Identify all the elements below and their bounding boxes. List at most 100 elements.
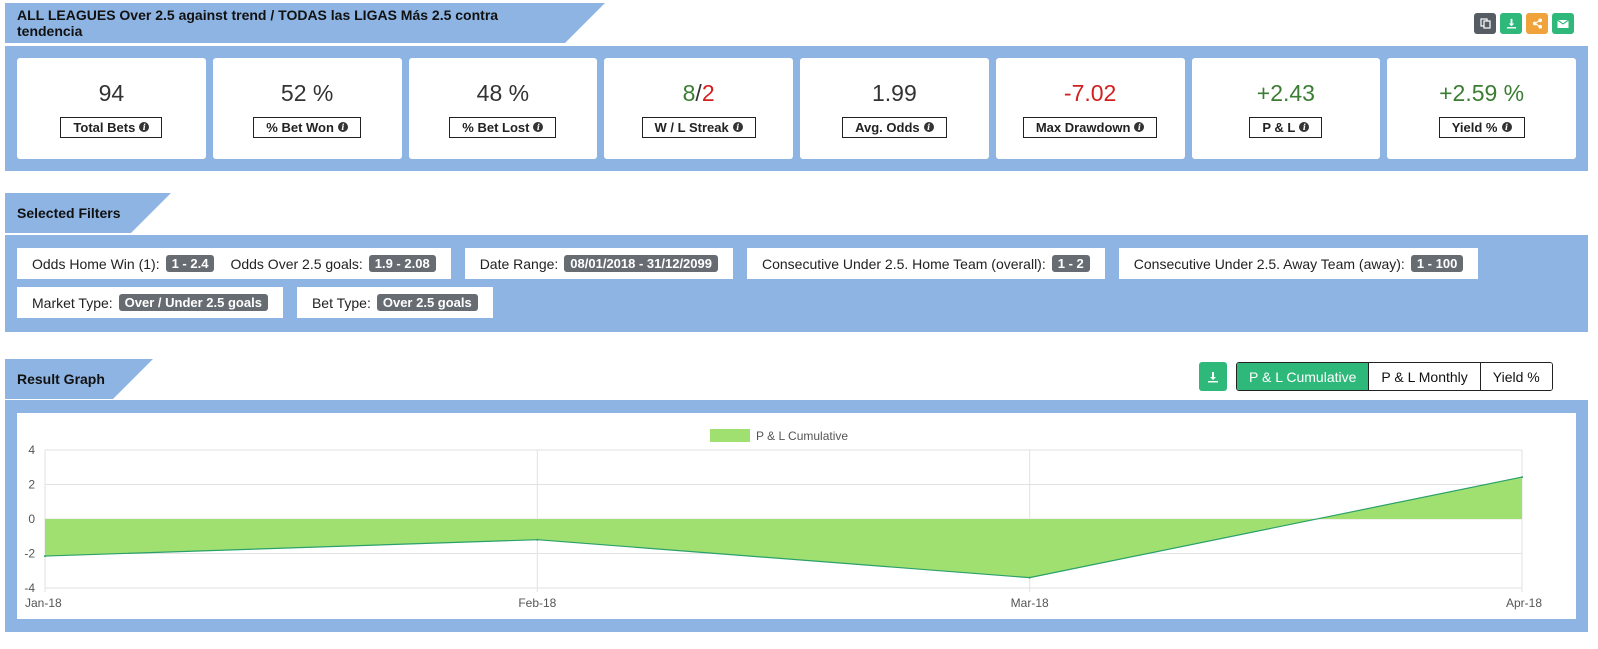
info-icon: i xyxy=(1134,122,1145,132)
filter-label: Market Type: xyxy=(32,294,113,311)
filter-label: Odds Over 2.5 goals: xyxy=(230,255,363,272)
stat-card: 1.99 Avg. Odds i xyxy=(800,58,989,159)
info-icon: i xyxy=(337,122,348,132)
stat-value: 94 xyxy=(98,79,125,106)
stat-label[interactable]: Max Drawdown i xyxy=(1022,116,1158,138)
filter-bet-type: Bet Type: Over 2.5 goals xyxy=(296,287,493,318)
download-icon xyxy=(1506,18,1517,29)
y-tick-label: -4 xyxy=(24,581,35,595)
stats-panel: 94 Total Bets i 52 %% Bet Won i 48 %% Bet Los… xyxy=(5,46,1588,171)
graph-controls: P & L Cumulative P & L Monthly Yield % xyxy=(1199,362,1553,391)
x-tick-label: Mar-18 xyxy=(1011,596,1049,610)
filter-odds: Odds Home Win (1): 1 - 2.4 Odds Over 2.5… xyxy=(17,248,451,279)
copy-button[interactable] xyxy=(1474,13,1496,34)
filter-label: Bet Type: xyxy=(311,294,371,311)
x-tick-label: Feb-18 xyxy=(518,596,556,610)
share-button[interactable] xyxy=(1526,13,1548,34)
stat-label[interactable]: Total Bets i xyxy=(60,116,163,138)
data-point xyxy=(1028,576,1031,579)
filters-header: Selected Filters xyxy=(5,193,171,233)
graph-download-button[interactable] xyxy=(1199,362,1227,391)
info-icon: i xyxy=(139,122,150,132)
info-icon: i xyxy=(533,122,544,132)
stat-card: +2.59 % Yield % i xyxy=(1387,58,1576,159)
filter-label: Consecutive Under 2.5. Away Team (away): xyxy=(1133,255,1405,272)
stat-card: 8/2 W / L Streak i xyxy=(604,58,793,159)
stat-label[interactable]: % Bet Won i xyxy=(253,116,361,138)
legend-swatch[interactable] xyxy=(710,429,750,442)
y-tick-label: 2 xyxy=(28,478,35,492)
graph-panel: 4 2 0 -2 -4 Jan-18 Feb-18 Mar-18 Apr-18 P & L Cum… xyxy=(5,400,1588,632)
stat-value: 52 % xyxy=(280,79,334,106)
stat-label-text: % Bet Won xyxy=(266,119,334,135)
stat-card: -7.02 Max Drawdown i xyxy=(995,58,1185,159)
copy-icon xyxy=(1479,18,1491,29)
info-icon: i xyxy=(923,122,934,132)
filter-label: Consecutive Under 2.5. Home Team (overal… xyxy=(761,255,1046,272)
graph-title: Result Graph xyxy=(17,371,105,387)
info-icon: i xyxy=(1299,122,1310,132)
info-icon: i xyxy=(1501,122,1512,132)
page-title: ALL LEAGUES Over 2.5 against trend / TOD… xyxy=(5,3,605,43)
legend-label[interactable]: P & L Cumulative xyxy=(756,429,848,443)
data-point xyxy=(1521,476,1523,479)
stat-value: +2.43 xyxy=(1256,79,1315,106)
filter-value: 1 - 2.4 xyxy=(165,255,215,272)
chart-container: 4 2 0 -2 -4 Jan-18 Feb-18 Mar-18 Apr-18 P & L Cum… xyxy=(17,413,1576,619)
info-icon: i xyxy=(732,122,743,132)
stat-label-text: P & L xyxy=(1262,119,1296,135)
stat-label[interactable]: Avg. Odds i xyxy=(842,116,947,138)
stat-label-text: Yield % xyxy=(1451,119,1498,135)
filter-cons-home: Consecutive Under 2.5. Home Team (overal… xyxy=(746,248,1105,279)
graph-mode-toggle: P & L Cumulative P & L Monthly Yield % xyxy=(1236,362,1553,391)
stat-label[interactable]: % Bet Lost i xyxy=(449,116,557,138)
stat-value: +2.59 % xyxy=(1439,79,1525,106)
stat-label[interactable]: W / L Streak i xyxy=(641,116,756,138)
streak-loss: 2 xyxy=(701,79,715,106)
filter-value: 1 - 100 xyxy=(1410,255,1464,272)
graph-tab-0[interactable]: P & L Cumulative xyxy=(1237,363,1369,390)
filter-market-type: Market Type: Over / Under 2.5 goals xyxy=(17,287,283,318)
stat-card: 48 % % Bet Lost i xyxy=(408,58,598,159)
filter-value: 1.9 - 2.08 xyxy=(368,255,436,272)
y-tick-label: 0 xyxy=(28,512,35,526)
filter-label: Odds Home Win (1): xyxy=(32,255,160,272)
graph-tab-1[interactable]: P & L Monthly xyxy=(1368,363,1480,390)
stat-label-text: Avg. Odds xyxy=(855,119,920,135)
download-icon xyxy=(1208,371,1218,382)
filter-label: Date Range: xyxy=(479,255,559,272)
envelope-icon xyxy=(1557,19,1569,29)
page-title-text: ALL LEAGUES Over 2.5 against trend / TOD… xyxy=(17,7,499,39)
x-tick-label: Jan-18 xyxy=(25,596,62,610)
y-tick-label: 4 xyxy=(28,443,35,457)
streak-sep: / xyxy=(695,79,702,106)
stat-label[interactable]: Yield % i xyxy=(1438,116,1525,138)
stat-value: 8/2 xyxy=(683,80,715,107)
header-actions xyxy=(1474,13,1574,34)
filter-value: Over / Under 2.5 goals xyxy=(118,294,268,311)
stat-label-text: % Bet Lost xyxy=(462,119,530,135)
data-point xyxy=(536,538,539,541)
stat-label-text: Max Drawdown xyxy=(1035,119,1131,135)
stat-value: 48 % xyxy=(476,79,530,106)
area-fill xyxy=(45,477,1522,578)
filters-panel: Odds Home Win (1): 1 - 2.4 Odds Over 2.5… xyxy=(5,235,1588,332)
filters-title: Selected Filters xyxy=(17,205,121,221)
data-point xyxy=(44,555,46,558)
stat-value: 1.99 xyxy=(871,79,917,106)
filter-value: Over 2.5 goals xyxy=(376,294,478,311)
filter-value: 1 - 2 xyxy=(1051,255,1090,272)
stat-card: 52 % % Bet Won i xyxy=(212,58,402,159)
filter-cons-away: Consecutive Under 2.5. Away Team (away):… xyxy=(1118,248,1479,279)
streak-win: 8 xyxy=(682,79,696,106)
graph-tab-2[interactable]: Yield % xyxy=(1479,363,1552,390)
x-tick-label: Apr-18 xyxy=(1506,596,1542,610)
download-button[interactable] xyxy=(1500,13,1522,34)
envelope-button[interactable] xyxy=(1552,13,1574,34)
stat-card: 94 Total Bets i xyxy=(17,58,206,159)
filter-date-range: Date Range: 08/01/2018 - 31/12/2099 xyxy=(464,248,733,279)
stat-label-text: W / L Streak xyxy=(654,119,729,135)
